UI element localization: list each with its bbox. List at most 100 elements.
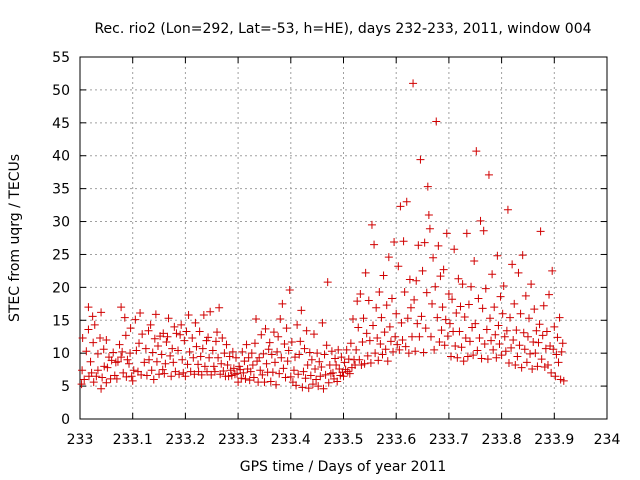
data-point	[287, 337, 296, 346]
data-point	[262, 359, 271, 368]
data-point	[89, 378, 98, 387]
data-point	[422, 288, 431, 297]
data-point	[125, 359, 134, 368]
data-point	[245, 376, 254, 385]
data-point	[157, 350, 166, 359]
data-point	[151, 310, 160, 319]
data-point	[118, 347, 127, 356]
data-point	[247, 349, 256, 358]
data-point	[113, 357, 122, 366]
data-point	[445, 319, 454, 328]
data-point	[244, 353, 253, 362]
data-point	[149, 375, 158, 384]
x-tick-label: 233.4	[271, 432, 311, 448]
data-point	[474, 294, 483, 303]
data-point	[523, 332, 532, 341]
data-point	[204, 333, 213, 342]
data-point	[529, 337, 538, 346]
data-point	[342, 345, 351, 354]
data-point	[530, 305, 539, 314]
data-point	[430, 345, 439, 354]
data-point	[279, 364, 288, 373]
data-point	[144, 326, 153, 335]
data-point	[248, 361, 257, 370]
data-point	[98, 373, 107, 382]
data-point	[416, 155, 425, 164]
data-point	[316, 372, 325, 381]
data-point	[80, 375, 89, 384]
data-point	[208, 346, 217, 355]
data-point	[382, 301, 391, 310]
data-point	[400, 287, 409, 296]
data-point	[547, 368, 556, 377]
data-point	[237, 374, 246, 383]
data-point	[302, 326, 311, 335]
data-point	[353, 297, 362, 306]
data-point	[491, 330, 500, 339]
data-point	[300, 344, 309, 353]
data-point	[177, 320, 186, 329]
data-point	[424, 210, 433, 219]
data-point	[408, 332, 417, 341]
data-point	[380, 328, 389, 337]
data-point	[281, 373, 290, 382]
data-point	[214, 353, 223, 362]
data-point	[128, 376, 137, 385]
data-point	[376, 339, 385, 348]
data-point	[257, 330, 266, 339]
data-point	[378, 350, 387, 359]
data-point	[379, 271, 388, 280]
data-point	[305, 348, 314, 357]
data-point	[381, 345, 390, 354]
data-point	[451, 341, 460, 350]
data-point	[203, 367, 212, 376]
data-point	[299, 367, 308, 376]
data-point	[123, 355, 132, 364]
data-point	[197, 370, 206, 379]
data-point	[553, 333, 562, 342]
data-point	[202, 336, 211, 345]
data-point	[348, 314, 357, 323]
data-point	[120, 313, 129, 322]
data-point	[176, 330, 185, 339]
data-point	[301, 374, 310, 383]
data-point	[267, 350, 276, 359]
data-point	[211, 337, 220, 346]
data-point	[158, 365, 167, 374]
data-point	[548, 266, 557, 275]
data-point	[345, 369, 354, 378]
data-point	[509, 336, 518, 345]
data-point	[102, 336, 111, 345]
data-point	[356, 289, 365, 298]
data-point	[272, 380, 281, 389]
data-point	[131, 315, 140, 324]
data-point	[482, 325, 491, 334]
data-point	[230, 370, 239, 379]
data-point	[386, 337, 395, 346]
data-point	[78, 334, 87, 343]
data-point	[504, 359, 513, 368]
data-point	[488, 270, 497, 279]
data-point	[269, 328, 278, 337]
data-point	[127, 372, 136, 381]
data-point	[434, 241, 443, 250]
data-point	[274, 332, 283, 341]
data-point	[554, 358, 563, 367]
data-point	[541, 344, 550, 353]
x-tick-label: 233.5	[323, 432, 363, 448]
data-point	[354, 323, 363, 332]
y-tick-label: 20	[52, 280, 70, 296]
y-tick-label: 25	[52, 247, 70, 263]
data-point	[284, 346, 293, 355]
data-point	[260, 378, 269, 387]
data-point	[477, 354, 486, 363]
data-point	[406, 303, 415, 312]
data-point	[508, 260, 517, 269]
data-point	[306, 371, 315, 380]
x-tick-label: 233	[67, 432, 94, 448]
data-point	[496, 292, 505, 301]
data-point	[270, 358, 279, 367]
data-point	[225, 352, 234, 361]
data-point	[93, 349, 102, 358]
data-point	[121, 331, 130, 340]
